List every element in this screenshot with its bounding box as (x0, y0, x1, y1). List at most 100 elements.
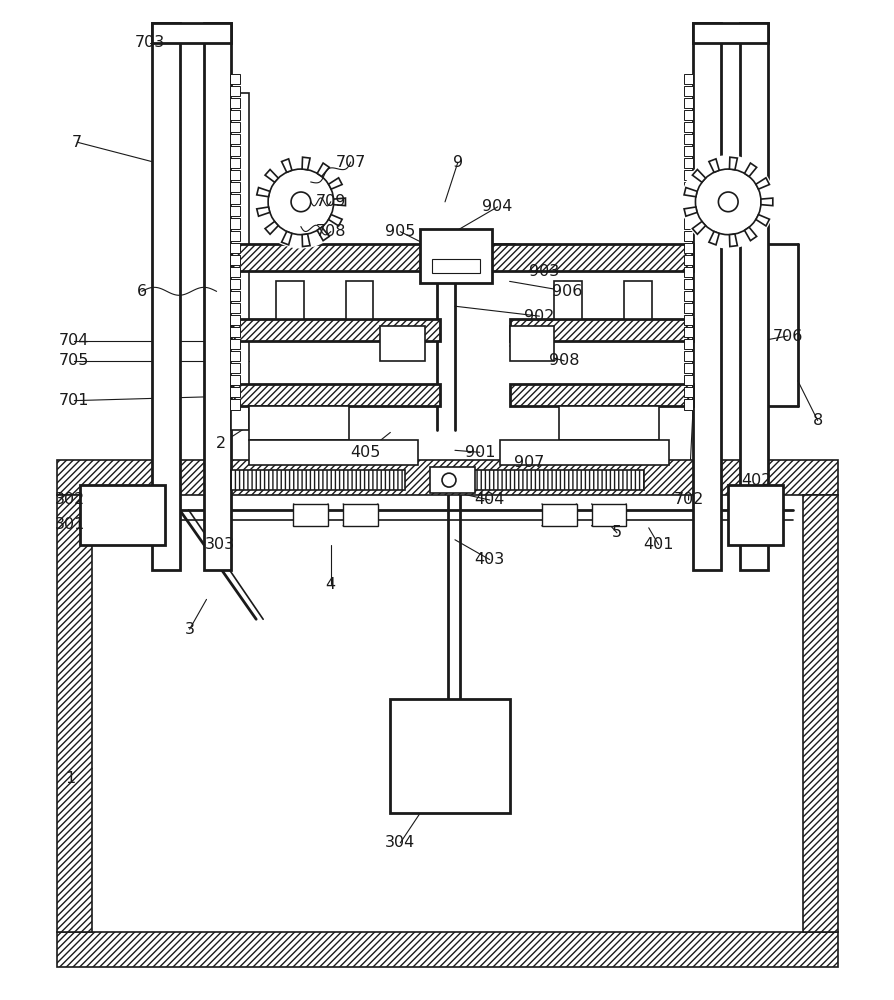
Bar (204, 23, 232, 570)
Text: 1: 1 (65, 771, 75, 786)
Circle shape (696, 169, 761, 235)
Text: 708: 708 (316, 224, 346, 239)
Bar (684, 206, 694, 216)
Bar (684, 122, 694, 132)
Polygon shape (329, 215, 342, 226)
Polygon shape (709, 231, 720, 245)
Text: 904: 904 (483, 199, 513, 214)
Polygon shape (692, 169, 705, 182)
Text: 701: 701 (59, 393, 89, 408)
Bar (57, 460, 838, 495)
Bar (684, 218, 694, 229)
Bar (684, 182, 694, 192)
Bar (510, 319, 694, 341)
Bar (232, 319, 440, 341)
Bar (231, 86, 240, 96)
Bar (231, 375, 240, 385)
Bar (684, 86, 694, 96)
Bar (249, 440, 418, 465)
Circle shape (254, 155, 348, 249)
Bar (432, 259, 480, 273)
Polygon shape (761, 198, 772, 206)
Bar (231, 267, 240, 277)
Polygon shape (756, 178, 770, 189)
Bar (510, 384, 694, 406)
Bar (684, 339, 694, 349)
Bar (684, 291, 694, 301)
Bar (232, 244, 694, 271)
Bar (684, 387, 694, 397)
Bar (231, 194, 240, 204)
Bar (346, 281, 374, 319)
Polygon shape (257, 188, 270, 197)
Bar (684, 231, 694, 241)
Bar (684, 134, 694, 144)
Bar (293, 504, 328, 526)
Text: 902: 902 (524, 309, 554, 324)
Polygon shape (265, 221, 278, 234)
Bar (684, 110, 694, 120)
Text: 903: 903 (529, 264, 560, 279)
Bar (684, 327, 694, 337)
Bar (231, 122, 240, 132)
Bar (684, 303, 694, 313)
Polygon shape (684, 188, 697, 197)
Bar (231, 98, 240, 108)
Bar (694, 23, 768, 43)
Bar (729, 485, 783, 545)
Text: 905: 905 (385, 224, 416, 239)
Bar (231, 182, 240, 192)
Text: 6: 6 (137, 284, 147, 299)
Text: 703: 703 (135, 35, 165, 50)
Circle shape (719, 192, 738, 212)
Text: 901: 901 (465, 445, 495, 460)
Bar (152, 23, 180, 570)
Text: 404: 404 (475, 492, 505, 508)
Text: 906: 906 (552, 284, 582, 299)
Bar (231, 231, 240, 241)
Bar (684, 363, 694, 373)
Text: 706: 706 (772, 329, 803, 344)
Bar (276, 281, 304, 319)
Text: 2: 2 (216, 436, 226, 451)
Circle shape (291, 192, 311, 212)
Bar (684, 74, 694, 84)
Bar (80, 485, 164, 545)
Bar (684, 279, 694, 289)
Text: 401: 401 (644, 537, 674, 552)
Text: 302: 302 (55, 492, 86, 508)
Bar (684, 170, 694, 180)
Bar (470, 470, 644, 490)
Polygon shape (333, 198, 345, 206)
Polygon shape (684, 207, 697, 216)
Bar (232, 93, 249, 430)
Bar (560, 406, 659, 440)
Circle shape (681, 155, 775, 249)
Bar (231, 387, 240, 397)
Bar (684, 399, 694, 410)
Bar (740, 23, 768, 570)
Bar (231, 206, 240, 216)
Polygon shape (282, 231, 292, 245)
Bar (57, 932, 838, 967)
Bar (381, 326, 426, 361)
Bar (231, 279, 240, 289)
Text: 402: 402 (741, 473, 772, 488)
Polygon shape (329, 178, 342, 189)
Bar (231, 74, 240, 84)
Bar (231, 315, 240, 325)
Text: 403: 403 (475, 552, 505, 567)
Bar (232, 470, 405, 490)
Bar (684, 267, 694, 277)
Bar (231, 339, 240, 349)
Bar (684, 194, 694, 204)
Text: 908: 908 (549, 353, 579, 368)
Bar (684, 243, 694, 253)
Text: 301: 301 (55, 517, 86, 532)
Bar (152, 23, 232, 43)
Bar (684, 375, 694, 385)
Polygon shape (745, 163, 756, 177)
Bar (510, 326, 554, 361)
Bar (57, 495, 92, 932)
Bar (232, 384, 440, 406)
